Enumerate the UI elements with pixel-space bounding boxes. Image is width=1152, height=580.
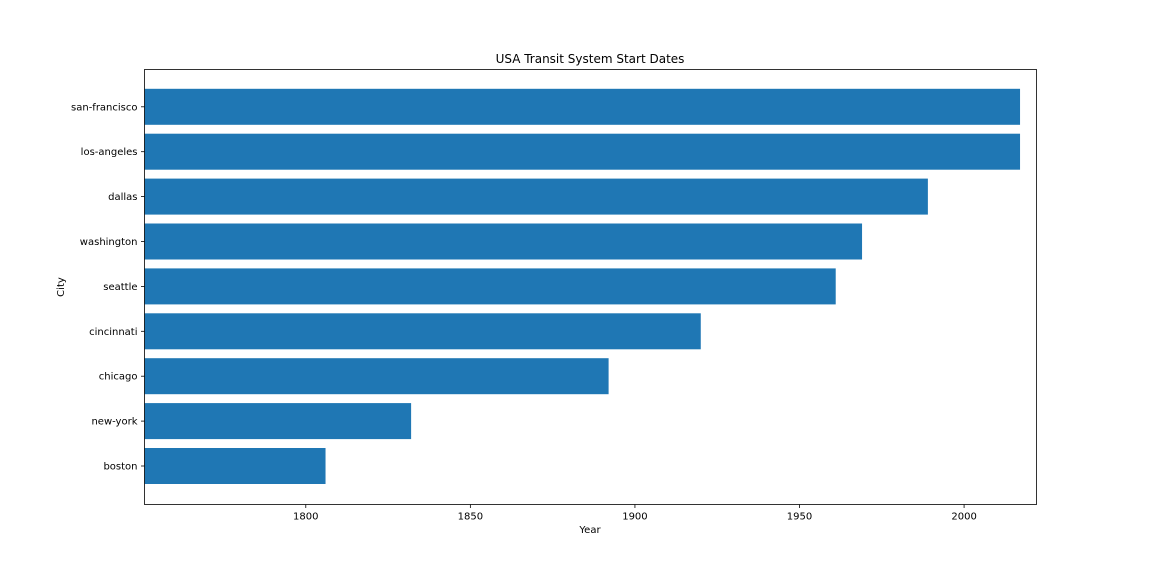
plot-area-frame — [144, 69, 1037, 505]
x-tick-label: 1800 — [293, 512, 318, 523]
x-tick-label: 1850 — [458, 512, 483, 523]
y-tick-label: los-angeles — [81, 147, 138, 158]
y-tick-label: seattle — [103, 282, 137, 293]
bar-new-york — [144, 403, 412, 440]
y-tick-label: washington — [80, 237, 138, 248]
bar-seattle — [144, 268, 836, 305]
bars-group — [144, 88, 1021, 484]
y-axis: boston new-york chicago cincinnati seattle wa… — [71, 102, 145, 473]
bar-boston — [144, 448, 326, 484]
y-tick-label: cincinnati — [89, 327, 137, 338]
y-tick-label: chicago — [99, 372, 138, 383]
bar-san-francisco — [144, 88, 1021, 125]
x-tick-label: 2000 — [951, 512, 976, 523]
y-tick-label: boston — [103, 462, 137, 473]
y-tick-label: san-francisco — [71, 102, 137, 113]
chart-title: USA Transit System Start Dates — [496, 52, 685, 66]
bar-dallas — [144, 178, 928, 215]
x-tick-label: 1950 — [787, 512, 812, 523]
x-tick-label: 1900 — [622, 512, 647, 523]
bar-los-angeles — [144, 133, 1021, 170]
x-axis-label: Year — [578, 525, 601, 536]
y-axis-label: City — [56, 277, 67, 297]
bar-cincinnati — [144, 313, 701, 350]
y-tick-label: new-york — [91, 417, 137, 428]
x-axis: 1800 1850 1900 1950 2000 — [293, 504, 977, 523]
y-tick-label: dallas — [108, 192, 137, 203]
bar-washington — [144, 223, 863, 260]
bar-chicago — [144, 358, 609, 395]
